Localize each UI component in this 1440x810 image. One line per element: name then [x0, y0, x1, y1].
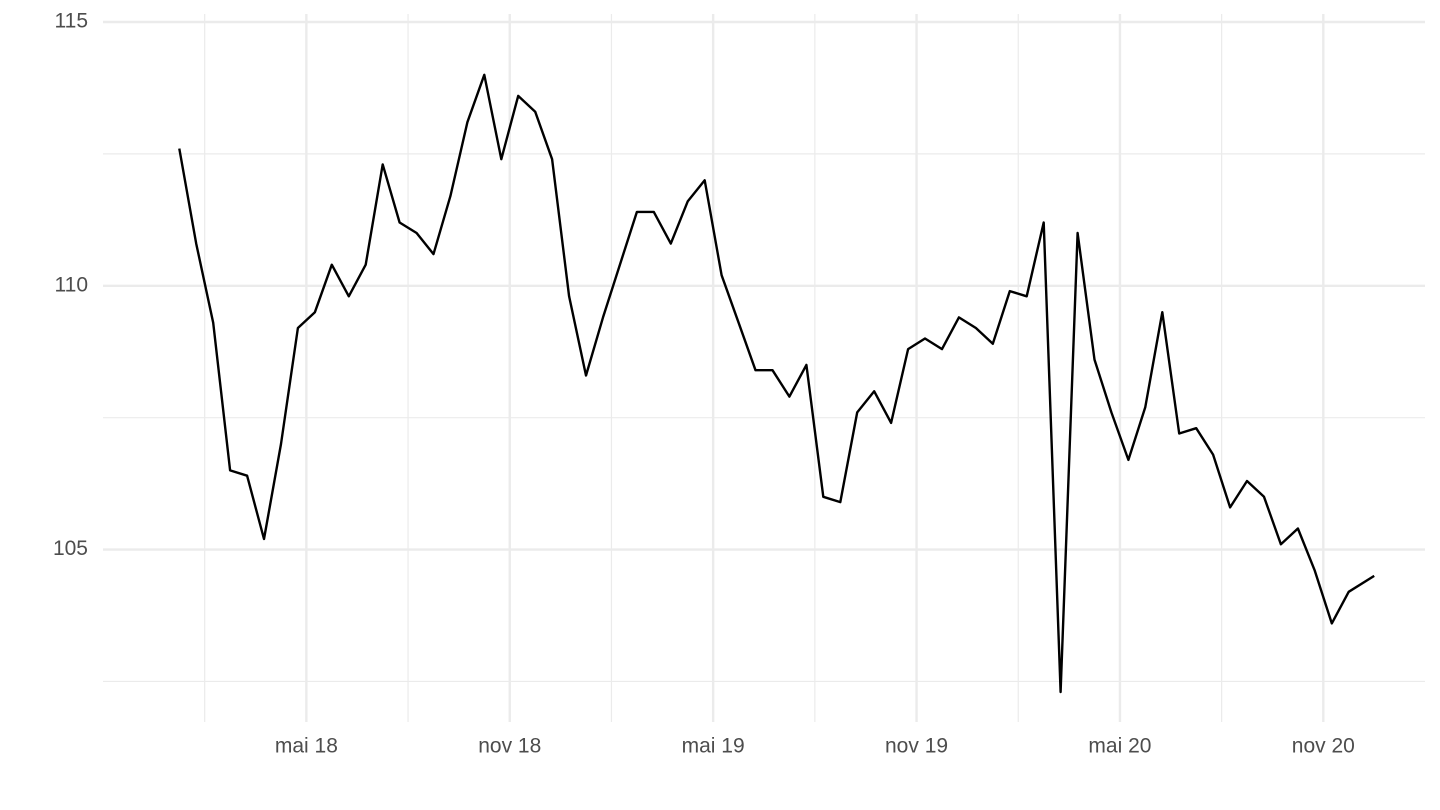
y-tick-label: 110: [55, 273, 88, 296]
x-tick-label: mai 20: [1088, 735, 1151, 758]
y-tick-label: 115: [55, 10, 88, 33]
x-tick-label: nov 18: [478, 735, 541, 758]
x-tick-label: nov 20: [1292, 735, 1355, 758]
x-tick-label: mai 18: [275, 735, 338, 758]
y-tick-label: 105: [53, 537, 88, 560]
line: [178, 73, 1375, 694]
x-tick-label: mai 19: [682, 735, 745, 758]
x-tick-label: nov 19: [885, 735, 948, 758]
